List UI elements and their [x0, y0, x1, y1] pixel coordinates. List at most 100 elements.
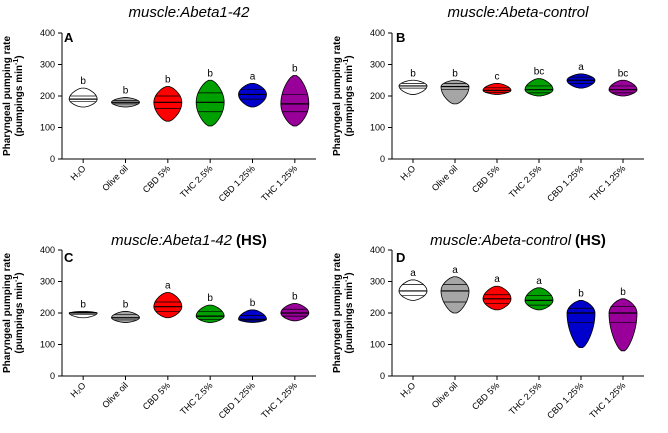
y-tick-label: 200	[40, 308, 55, 318]
y-axis-label-line1: Pharyngeal pumping rate	[2, 36, 13, 156]
significance-letter: b	[452, 68, 458, 79]
violin-c-2	[153, 292, 183, 319]
x-tick-label: Olive oil	[100, 380, 130, 410]
significance-letter: a	[578, 62, 584, 73]
y-axis-label-superscript: -1	[343, 59, 350, 65]
significance-letter: b	[80, 299, 86, 310]
x-tick-label: Olive oil	[430, 380, 460, 410]
violin-a-2	[153, 86, 183, 122]
y-axis-label-line2: (pumpings min	[344, 65, 355, 137]
y-tick-label: 100	[370, 340, 385, 350]
significance-letter: bc	[618, 68, 629, 79]
x-tick-label: THC 2.5%	[507, 163, 543, 199]
violin-a-5	[280, 75, 310, 127]
x-tick-label: CBD 5%	[470, 380, 501, 411]
x-tick-label: H₂O	[398, 163, 417, 182]
panel-title-main: muscle:Abeta1-42	[129, 4, 251, 21]
y-tick-label: 100	[370, 123, 385, 133]
significance-letter: b	[410, 68, 416, 79]
y-axis-label-line2: (pumpings min	[344, 282, 355, 354]
x-tick-label: CBD 1.25%	[545, 163, 585, 203]
x-tick-label: CBD 1.25%	[217, 380, 257, 420]
y-tick-label: 300	[40, 60, 55, 70]
significance-letter: a	[250, 71, 256, 82]
significance-letter: b	[292, 64, 298, 75]
y-tick-label: 200	[370, 91, 385, 101]
y-tick-label: 0	[380, 371, 385, 381]
violin-d-5	[608, 298, 638, 352]
y-axis-label: Pharyngeal pumping rate(pumpings min-1)	[332, 36, 355, 156]
x-tick-label: THC 1.25%	[259, 163, 299, 203]
panel-label: C	[64, 250, 74, 265]
violin-d-2	[482, 285, 512, 311]
x-tick-label: THC 2.5%	[507, 380, 543, 416]
y-axis-label-line1: Pharyngeal pumping rate	[2, 253, 13, 373]
violin-d-0	[398, 279, 428, 301]
y-axis-label-line1: Pharyngeal pumping rate	[332, 36, 343, 156]
significance-letter: a	[494, 274, 500, 285]
violin-b-4	[566, 73, 596, 89]
significance-letter: b	[578, 288, 584, 299]
significance-letter: b	[620, 287, 626, 298]
y-tick-label: 300	[370, 277, 385, 287]
y-axis-label-end: )	[344, 272, 355, 275]
y-axis-label-line1: Pharyngeal pumping rate	[332, 253, 343, 373]
y-axis-label-end: )	[344, 55, 355, 58]
y-tick-label: 300	[40, 277, 55, 287]
y-axis-label-superscript: -1	[13, 276, 20, 282]
panel-a: muscle:Abeta1-42 A Pharyngeal pumping rate…	[2, 4, 316, 204]
y-axis-label-end: )	[14, 272, 25, 275]
violin-b-1	[440, 79, 470, 105]
significance-letter: a	[452, 265, 458, 276]
significance-letter: c	[495, 71, 500, 82]
violin-a-3	[195, 79, 225, 127]
panel-title: muscle:Abeta-control (HS)	[430, 232, 606, 249]
x-tick-label: THC 1.25%	[259, 380, 299, 420]
y-tick-label: 200	[40, 91, 55, 101]
y-tick-label: 400	[40, 28, 55, 38]
y-axis-label-line2: (pumpings min	[14, 282, 25, 354]
panel-c: muscle:Abeta1-42 (HS) C Pharyngeal pumping …	[2, 232, 316, 421]
y-tick-label: 400	[370, 28, 385, 38]
x-tick-label: CBD 1.25%	[545, 380, 585, 420]
significance-letter: a	[165, 281, 171, 292]
panel-title-main: muscle:Abeta1-42	[111, 232, 233, 249]
y-tick-label: 200	[370, 308, 385, 318]
x-tick-label: H₂O	[68, 380, 87, 399]
violin-d-1	[440, 276, 470, 314]
panel-title-main: muscle:Abeta-control	[448, 4, 590, 21]
y-axis-label-superscript: -1	[13, 59, 20, 65]
violin-c-5	[280, 303, 310, 322]
x-tick-label: THC 2.5%	[178, 163, 214, 199]
y-tick-label: 0	[380, 154, 385, 164]
significance-letter: a	[410, 268, 416, 279]
y-axis-label: Pharyngeal pumping rate(pumpings min-1)	[2, 253, 25, 373]
violin-b-5	[608, 79, 638, 97]
significance-letter: b	[207, 68, 213, 79]
panel-label: A	[64, 30, 74, 45]
panel-d: muscle:Abeta-control (HS) D Pharyngeal pump…	[332, 232, 644, 421]
panel-label: D	[396, 250, 405, 265]
violin-b-3	[524, 78, 554, 97]
x-tick-label: H₂O	[398, 380, 417, 399]
significance-letter: b	[292, 292, 298, 303]
y-tick-label: 400	[40, 245, 55, 255]
y-tick-label: 400	[370, 245, 385, 255]
significance-letter: b	[250, 298, 256, 309]
significance-letter: b	[207, 293, 213, 304]
panel-title: muscle:Abeta1-42 (HS)	[111, 232, 267, 249]
panel-title-suffix: (HS)	[236, 232, 267, 249]
violin-d-4	[566, 300, 596, 349]
violin-a-0	[68, 87, 98, 108]
violin-a-4	[238, 83, 267, 108]
y-axis-label: Pharyngeal pumping rate(pumpings min-1)	[2, 36, 25, 156]
x-tick-label: THC 2.5%	[178, 380, 214, 416]
y-axis-label-end: )	[14, 55, 25, 58]
significance-letter: b	[123, 299, 129, 310]
y-tick-label: 100	[40, 123, 55, 133]
violin-c-1	[111, 311, 140, 323]
y-axis-label-superscript: -1	[343, 276, 350, 282]
x-tick-label: CBD 5%	[470, 163, 501, 194]
significance-letter: b	[80, 76, 86, 87]
violin-b-2	[482, 83, 512, 95]
